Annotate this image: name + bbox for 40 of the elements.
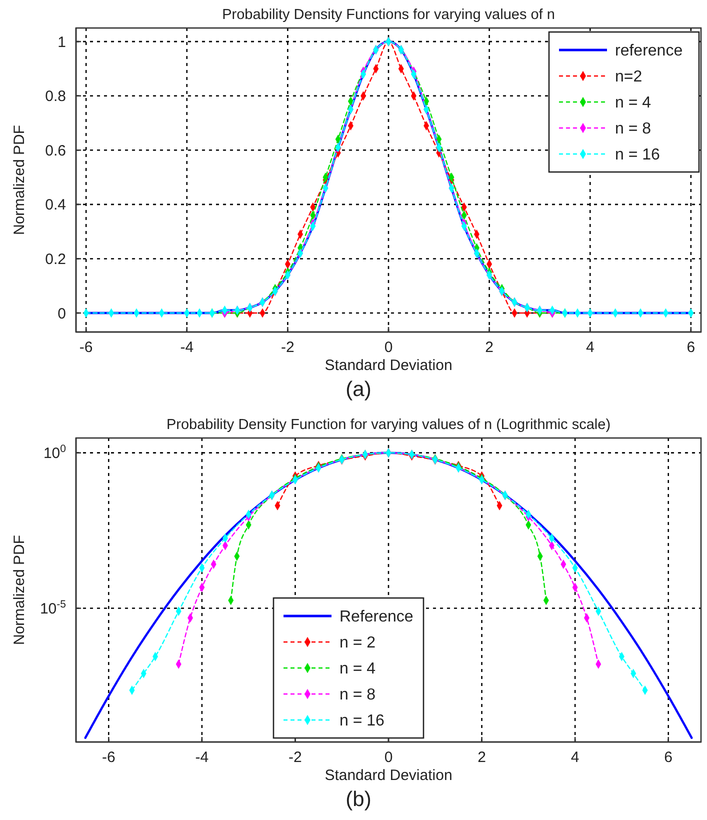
chart-title: Probability Density Functions for varying values of n	[222, 7, 555, 23]
x-tick-label: -6	[102, 749, 116, 766]
y-tick-label: 0.6	[45, 142, 66, 160]
x-tick-label: 0	[384, 339, 393, 356]
x-tick-label: -4	[195, 749, 209, 766]
x-tick-label: 6	[664, 749, 673, 766]
x-tick-label: -2	[281, 339, 294, 356]
x-tick-label: 2	[478, 749, 486, 766]
x-tick-label: -4	[180, 339, 194, 356]
x-axis-title: Standard Deviation	[324, 767, 452, 784]
x-tick-label: 4	[586, 339, 594, 356]
legend-label: reference	[615, 42, 683, 60]
y-tick-label: 0.2	[45, 250, 66, 268]
y-tick-label: 0.4	[45, 196, 66, 214]
x-tick-label: 6	[686, 339, 696, 356]
text: (a)	[346, 378, 372, 401]
y-axis-title: Normalized PDF	[11, 534, 28, 646]
legend-label: n = 8	[340, 686, 376, 704]
y-tick-label: 10$^{-5}$	[40, 598, 66, 618]
x-tick-label: 2	[485, 339, 494, 356]
y-tick-label: 10$^{0}$	[43, 443, 66, 462]
legend-label: n = 8	[615, 120, 652, 138]
y-tick-label: 1	[58, 34, 66, 51]
legend-label: n=2	[615, 68, 642, 86]
legend-label: n = 4	[340, 660, 376, 678]
legend-label: n = 16	[615, 146, 660, 164]
legend-label: n = 16	[340, 712, 385, 730]
legend-label: Reference	[340, 608, 414, 626]
x-tick-label: -2	[288, 749, 302, 766]
y-tick-label: 0	[58, 305, 66, 322]
text: (b)	[346, 788, 372, 811]
chart-title: Probability Density Function for varying values of n (Logrithmic scale)	[166, 417, 611, 433]
x-tick-label: 0	[384, 749, 393, 766]
y-tick-label: 0.8	[45, 88, 66, 106]
legend-label: n = 2	[340, 634, 376, 652]
x-axis-title: Standard Deviation	[324, 357, 452, 374]
legend-label: n = 4	[615, 94, 652, 112]
y-axis-title: Normalized PDF	[11, 124, 28, 236]
x-tick-label: 4	[570, 749, 580, 766]
x-tick-label: -6	[79, 339, 93, 356]
